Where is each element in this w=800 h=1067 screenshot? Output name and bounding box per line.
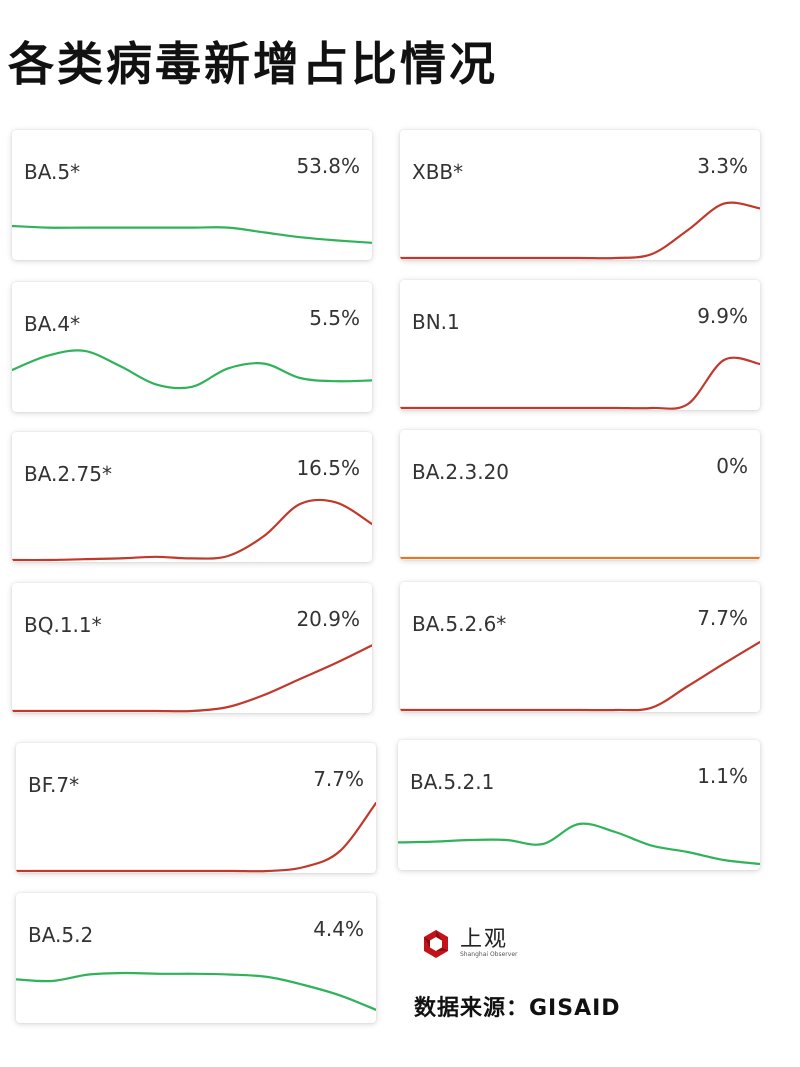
- chart-card: BA.5.2.6* 7.7%: [400, 582, 760, 712]
- variant-percent: 16.5%: [296, 456, 360, 480]
- sparkline-chart: [12, 644, 372, 713]
- series-line: [400, 356, 760, 410]
- chart-card: BA.5.2 4.4%: [16, 893, 376, 1023]
- variant-percent: 20.9%: [296, 607, 360, 631]
- sparkline-chart: [400, 201, 760, 260]
- series-line: [12, 224, 372, 244]
- series-line: [12, 498, 372, 562]
- series-line: [400, 640, 760, 712]
- chart-card: BN.1 9.9%: [400, 280, 760, 410]
- series-line: [400, 201, 760, 260]
- logo-en-text: Shanghai Observer: [460, 951, 518, 958]
- variant-name: BA.4*: [24, 312, 81, 336]
- page-title: 各类病毒新增占比情况: [8, 37, 498, 91]
- variant-percent: 0%: [716, 454, 748, 478]
- logo-icon: [424, 930, 448, 958]
- chart-card: BQ.1.1* 20.9%: [12, 583, 372, 713]
- variant-name: BA.2.3.20: [412, 460, 510, 484]
- variant-name: BQ.1.1*: [24, 613, 102, 637]
- variant-name: BA.5.2.6*: [412, 612, 507, 636]
- chart-card: BA.5* 53.8%: [12, 130, 372, 260]
- variant-name: BA.5.2.1: [410, 770, 495, 794]
- sparkline-chart: [400, 356, 760, 410]
- variant-percent: 7.7%: [697, 606, 748, 630]
- chart-card: BA.4* 5.5%: [12, 282, 372, 412]
- sparkline-chart: [400, 556, 760, 560]
- data-source: 数据来源：GISAID: [414, 996, 621, 1021]
- variant-name: BN.1: [412, 310, 460, 334]
- variant-percent: 9.9%: [697, 304, 748, 328]
- sparkline-chart: [400, 640, 760, 712]
- sparkline-chart: [12, 224, 372, 244]
- variant-name: BA.5*: [24, 160, 81, 184]
- variant-percent: 3.3%: [697, 154, 748, 178]
- chart-card: BA.2.75* 16.5%: [12, 432, 372, 562]
- logo-cn-text: 上观: [460, 927, 509, 952]
- series-line: [12, 349, 372, 390]
- variant-percent: 4.4%: [313, 917, 364, 941]
- sparkline-chart: [16, 971, 376, 1011]
- series-line: [16, 801, 376, 873]
- variant-percent: 7.7%: [313, 767, 364, 791]
- variant-name: BF.7*: [28, 773, 80, 797]
- sparkline-chart: [12, 498, 372, 562]
- chart-card: XBB* 3.3%: [400, 130, 760, 260]
- chart-card: BF.7* 7.7%: [16, 743, 376, 873]
- sparkline-chart: [12, 349, 372, 390]
- series-line: [398, 822, 760, 866]
- variant-percent: 1.1%: [697, 764, 748, 788]
- sparkline-chart: [398, 822, 760, 866]
- variant-percent: 53.8%: [296, 154, 360, 178]
- variant-name: BA.5.2: [28, 923, 94, 947]
- sparkline-chart: [16, 801, 376, 873]
- publisher-logo: 上观 Shanghai Observer: [420, 928, 517, 960]
- series-line: [12, 644, 372, 713]
- variant-percent: 5.5%: [309, 306, 360, 330]
- variant-name: BA.2.75*: [24, 462, 112, 486]
- chart-card: BA.2.3.20 0%: [400, 430, 760, 560]
- series-line: [16, 971, 376, 1011]
- variant-name: XBB*: [412, 160, 464, 184]
- chart-card: BA.5.2.1 1.1%: [398, 740, 760, 870]
